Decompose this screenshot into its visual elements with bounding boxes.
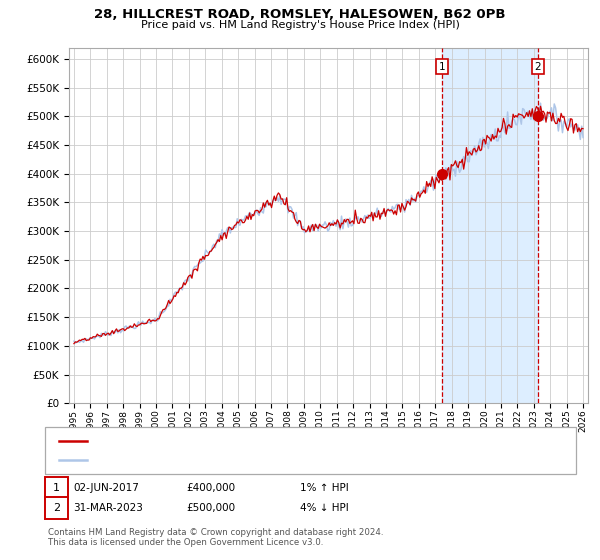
Text: This data is licensed under the Open Government Licence v3.0.: This data is licensed under the Open Gov… [48, 538, 323, 547]
Text: 31-MAR-2023: 31-MAR-2023 [73, 503, 143, 513]
Text: 1: 1 [53, 483, 60, 493]
Text: 1% ↑ HPI: 1% ↑ HPI [300, 483, 349, 493]
Text: Contains HM Land Registry data © Crown copyright and database right 2024.: Contains HM Land Registry data © Crown c… [48, 528, 383, 536]
Text: 2: 2 [53, 503, 60, 513]
Text: 02-JUN-2017: 02-JUN-2017 [73, 483, 139, 493]
Text: £400,000: £400,000 [186, 483, 235, 493]
Text: 2: 2 [535, 62, 541, 72]
Text: £500,000: £500,000 [186, 503, 235, 513]
Text: Price paid vs. HM Land Registry's House Price Index (HPI): Price paid vs. HM Land Registry's House … [140, 20, 460, 30]
Text: 28, HILLCREST ROAD, ROMSLEY, HALESOWEN, B62 0PB (detached house): 28, HILLCREST ROAD, ROMSLEY, HALESOWEN, … [93, 437, 442, 446]
Text: HPI: Average price, detached house, Bromsgrove: HPI: Average price, detached house, Brom… [93, 455, 326, 464]
Bar [442, 48, 538, 403]
Text: 1: 1 [439, 62, 445, 72]
Text: 4% ↓ HPI: 4% ↓ HPI [300, 503, 349, 513]
Text: 28, HILLCREST ROAD, ROMSLEY, HALESOWEN, B62 0PB: 28, HILLCREST ROAD, ROMSLEY, HALESOWEN, … [94, 8, 506, 21]
